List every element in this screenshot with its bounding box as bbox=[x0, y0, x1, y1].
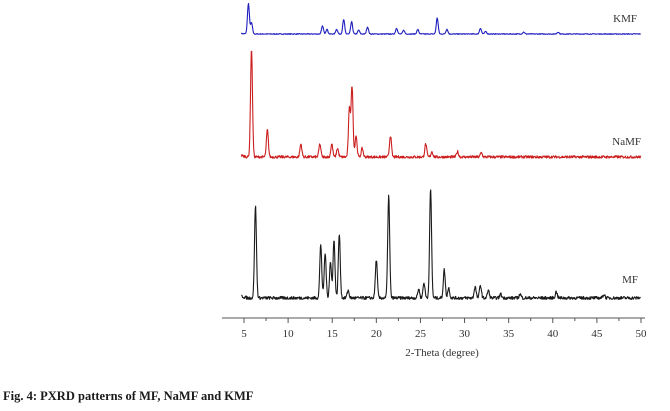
series-line-mf bbox=[241, 189, 641, 300]
x-tick-label: 15 bbox=[327, 328, 339, 340]
x-tick-label: 30 bbox=[459, 328, 471, 340]
x-tick-label: 10 bbox=[283, 328, 295, 340]
series-label-namf: NaMF bbox=[612, 136, 641, 148]
x-tick-label: 25 bbox=[415, 328, 427, 340]
series-label-mf: MF bbox=[622, 274, 638, 286]
x-tick-label: 45 bbox=[591, 328, 603, 340]
figure-caption: Fig. 4: PXRD patterns of MF, NaMF and KM… bbox=[3, 389, 254, 403]
x-axis: 5 10 15 20 25 30 35 40 45 50 bbox=[222, 317, 648, 340]
series-labels: KMF NaMF MF bbox=[612, 13, 641, 286]
x-tick-label: 5 bbox=[241, 328, 247, 340]
x-axis-title: 2-Theta (degree) bbox=[405, 347, 479, 359]
series-line-kmf bbox=[240, 2, 641, 35]
series-label-kmf: KMF bbox=[613, 13, 637, 25]
series-layer bbox=[240, 2, 642, 300]
series-line-namf bbox=[240, 50, 642, 159]
x-tick-label: 50 bbox=[636, 328, 648, 340]
x-tick-label: 35 bbox=[503, 328, 515, 340]
x-tick-label: 40 bbox=[547, 328, 559, 340]
x-tick-label: 20 bbox=[371, 328, 383, 340]
